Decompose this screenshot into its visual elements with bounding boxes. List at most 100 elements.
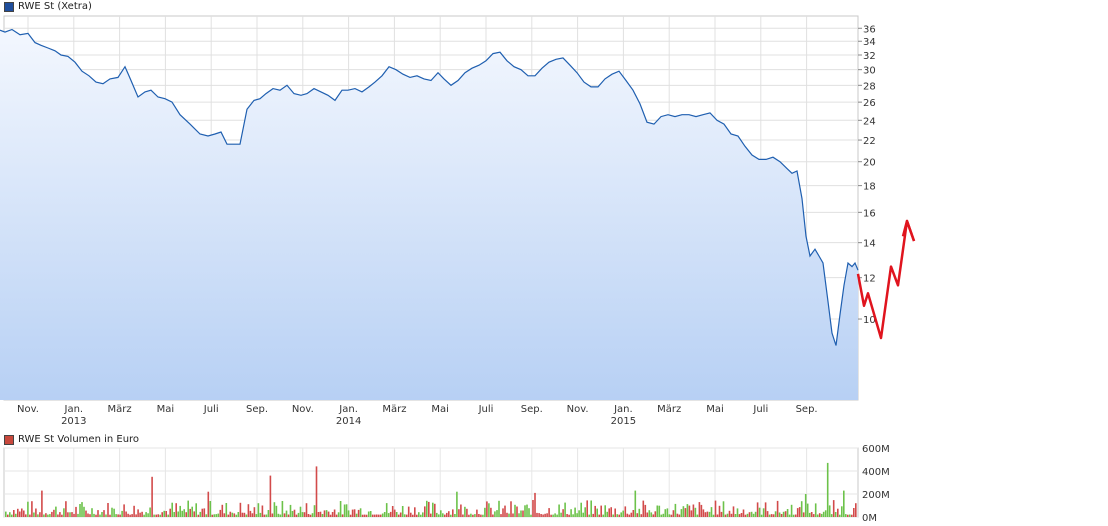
volume-bar <box>770 514 773 517</box>
volume-bar <box>708 511 711 517</box>
volume-bar <box>440 510 442 517</box>
volume-bar <box>606 511 608 517</box>
volume-bar <box>339 501 342 517</box>
x-tick-label: Sep. <box>521 404 543 415</box>
volume-bar <box>718 505 721 517</box>
volume-bar <box>89 514 91 517</box>
forecast-arrowhead <box>901 219 916 242</box>
volume-bar <box>53 509 55 517</box>
volume-bar <box>684 508 687 517</box>
y-tick-label: 32 <box>863 51 876 62</box>
volume-bar <box>125 511 127 517</box>
volume-bar <box>15 513 17 517</box>
volume-bar <box>760 514 763 517</box>
volume-bar <box>853 508 855 517</box>
volume-bar <box>321 514 324 517</box>
volume-bar <box>554 513 556 517</box>
volume-bar <box>794 514 797 517</box>
volume-bar <box>748 512 751 517</box>
volume-bar <box>704 512 707 517</box>
volume-bar <box>588 514 590 517</box>
volume-bar <box>506 512 508 517</box>
volume-bar <box>832 500 835 517</box>
volume-bar <box>480 514 482 517</box>
volume-bar <box>107 503 109 517</box>
volume-bar <box>820 513 823 517</box>
volume-bar <box>672 510 675 517</box>
volume-bar <box>167 514 169 517</box>
volume-bar <box>660 514 663 517</box>
volume-bar <box>714 500 717 517</box>
volume-bar <box>620 512 622 517</box>
volume-bar <box>812 514 815 517</box>
volume-bar <box>498 500 500 517</box>
volume-bar <box>520 510 522 517</box>
volume-bar <box>540 514 542 517</box>
volume-legend-label: RWE St Volumen in Euro <box>18 434 140 445</box>
volume-bar <box>648 510 651 517</box>
volume-bar <box>13 510 15 517</box>
x-tick-label: Sep. <box>796 404 818 415</box>
volume-bar <box>177 511 179 517</box>
volume-bar <box>756 502 759 517</box>
volume-bar <box>614 508 616 517</box>
volume-bar <box>267 510 270 517</box>
volume-bar <box>518 513 520 517</box>
volume-bar <box>808 512 811 517</box>
volume-bar <box>277 513 280 517</box>
volume-bar <box>109 514 111 517</box>
volume-bar <box>85 510 87 517</box>
volume-bar <box>287 514 290 517</box>
volume-bar <box>81 502 83 517</box>
volume-bar <box>584 507 586 517</box>
volume-bar <box>217 513 220 517</box>
y-tick-label: 10 <box>863 315 876 326</box>
volume-bar <box>205 514 208 517</box>
volume-bar <box>161 512 163 517</box>
volume-bar <box>416 514 418 517</box>
volume-bar <box>690 510 693 517</box>
volume-bar <box>636 513 639 517</box>
volume-bar <box>353 509 356 517</box>
volume-bar <box>476 509 478 517</box>
volume-bar <box>25 514 27 517</box>
volume-bar <box>702 509 705 517</box>
volume-bar <box>75 506 77 517</box>
volume-bar <box>548 508 550 517</box>
volume-bar <box>484 507 486 517</box>
volume-bar <box>578 510 580 517</box>
volume-bar <box>163 510 165 517</box>
volume-bar <box>768 514 771 517</box>
volume-bar <box>752 513 755 517</box>
volume-bar <box>644 504 647 517</box>
volume-bar <box>187 500 189 517</box>
volume-bar <box>834 512 837 517</box>
volume-bar <box>399 512 402 517</box>
volume-bar <box>355 513 358 517</box>
volume-bar <box>728 510 731 517</box>
volume-bar <box>764 502 767 517</box>
volume-bar <box>69 512 71 517</box>
volume-bar <box>688 505 691 517</box>
volume-bar <box>843 490 845 517</box>
y-tick-label: 22 <box>863 136 876 147</box>
volume-bar <box>464 506 466 517</box>
volume-bar <box>580 502 582 517</box>
volume-bar <box>750 511 753 517</box>
volume-bar <box>121 510 123 517</box>
volume-bar <box>367 511 370 517</box>
volume-bar <box>103 510 105 517</box>
volume-bar <box>828 505 831 517</box>
volume-bar <box>313 505 316 517</box>
x-tick-label: Nov. <box>292 404 314 415</box>
volume-bar <box>634 490 637 517</box>
volume-bar <box>444 514 446 517</box>
volume-bar <box>776 500 779 517</box>
volume-bar <box>171 502 173 517</box>
volume-bar <box>432 502 434 517</box>
volume-bar <box>149 507 151 517</box>
volume-bar <box>291 511 294 517</box>
volume-legend: RWE St Volumen in Euro <box>4 434 139 445</box>
volume-bar <box>784 511 787 517</box>
